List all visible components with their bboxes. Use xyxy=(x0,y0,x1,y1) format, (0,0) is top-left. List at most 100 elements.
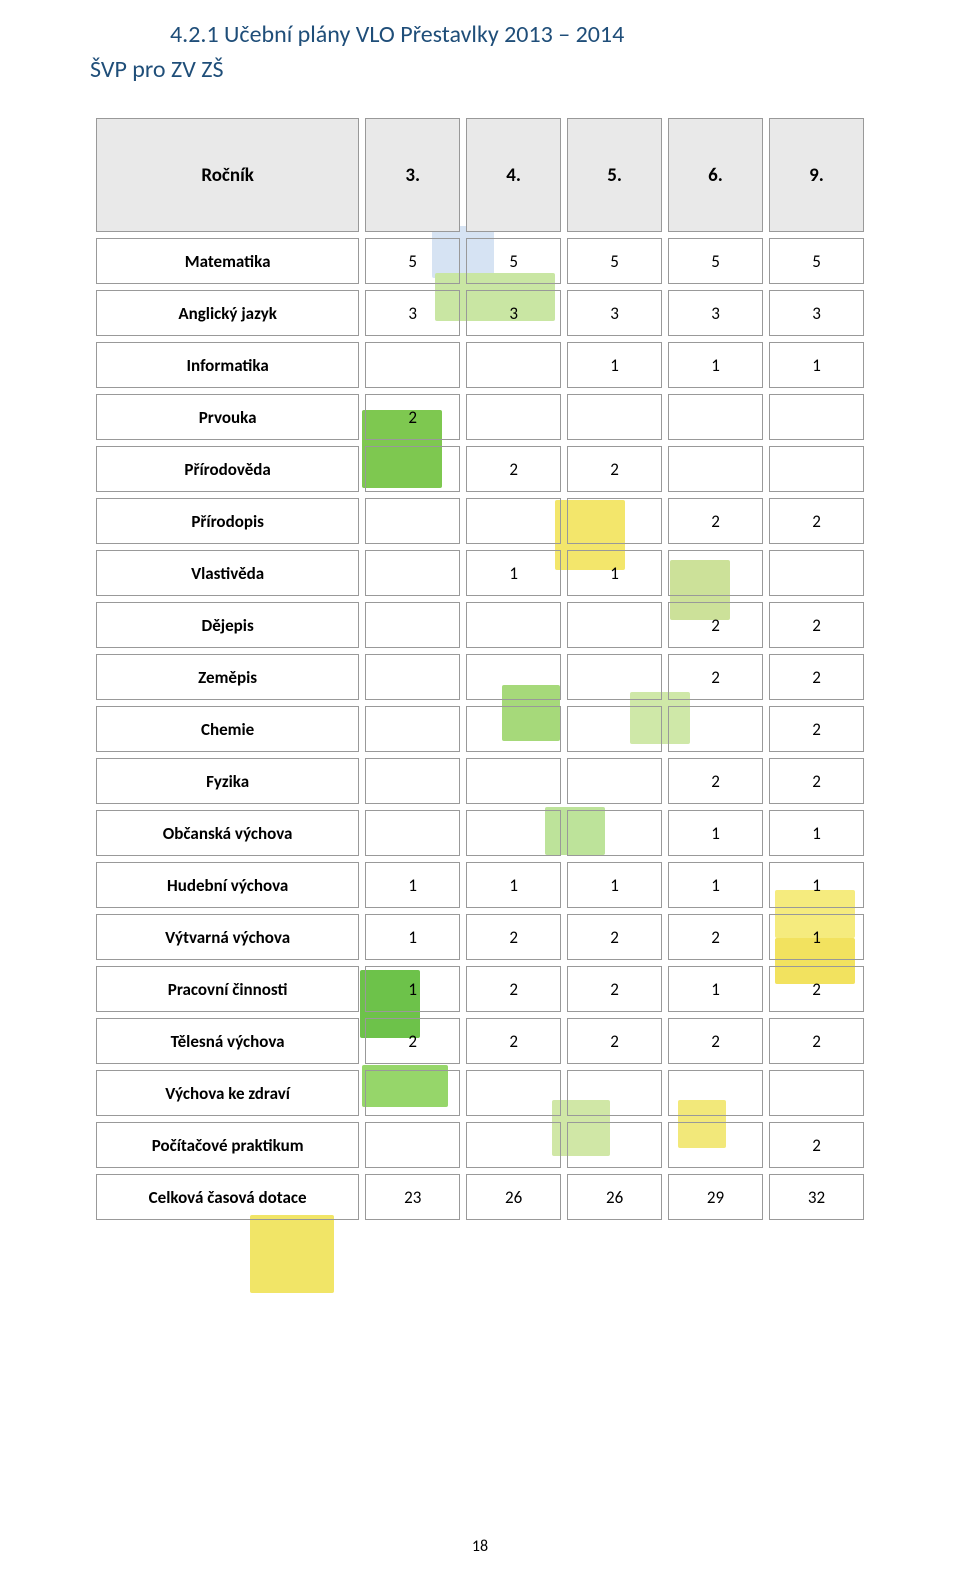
table-row: Chemie 2 xyxy=(96,706,864,752)
cell: 2 xyxy=(365,1018,460,1064)
cell: 2 xyxy=(567,914,662,960)
cell xyxy=(668,1122,763,1168)
cell: 2 xyxy=(769,602,864,648)
cell: 2 xyxy=(769,1018,864,1064)
table-row: Občanská výchova 11 xyxy=(96,810,864,856)
row-label: Vlastivěda xyxy=(96,550,359,596)
cell: 1 xyxy=(668,342,763,388)
cell: 1 xyxy=(769,914,864,960)
row-label: Dějepis xyxy=(96,602,359,648)
cell xyxy=(365,758,460,804)
table-row: Prvouka2 xyxy=(96,394,864,440)
row-label: Chemie xyxy=(96,706,359,752)
table-row: Vlastivěda 11 xyxy=(96,550,864,596)
cell xyxy=(365,654,460,700)
header-col-2: 5. xyxy=(567,118,662,232)
cell: 2 xyxy=(668,1018,763,1064)
cell xyxy=(365,446,460,492)
cell: 26 xyxy=(466,1174,561,1220)
cell: 2 xyxy=(567,446,662,492)
cell: 1 xyxy=(769,810,864,856)
cell xyxy=(466,498,561,544)
cell xyxy=(466,602,561,648)
cell xyxy=(466,810,561,856)
cell xyxy=(466,758,561,804)
cell: 2 xyxy=(567,966,662,1012)
cell: 2 xyxy=(668,654,763,700)
cell: 1 xyxy=(466,550,561,596)
row-label: Počítačové praktikum xyxy=(96,1122,359,1168)
table-row: Dějepis22 xyxy=(96,602,864,648)
table-row: Pracovní činnosti12212 xyxy=(96,966,864,1012)
header-label: Ročník xyxy=(96,118,359,232)
header-col-0: 3. xyxy=(365,118,460,232)
cell: 3 xyxy=(365,290,460,336)
cell xyxy=(769,394,864,440)
cell: 5 xyxy=(365,238,460,284)
table-row: Celková časová dotace2326262932 xyxy=(96,1174,864,1220)
row-label: Přírodopis xyxy=(96,498,359,544)
table-row: Tělesná výchova22222 xyxy=(96,1018,864,1064)
table-header-row: Ročník 3. 4. 5. 6. 9. xyxy=(96,118,864,232)
row-label: Informatika xyxy=(96,342,359,388)
table-row: Počítačové praktikum2 xyxy=(96,1122,864,1168)
cell: 3 xyxy=(567,290,662,336)
cell xyxy=(466,706,561,752)
cell: 3 xyxy=(769,290,864,336)
subtitle: ŠVP pro ZV ZŠ xyxy=(90,55,870,84)
cell: 1 xyxy=(769,862,864,908)
cell: 1 xyxy=(668,810,763,856)
cell: 2 xyxy=(769,706,864,752)
cell: 5 xyxy=(668,238,763,284)
cell: 1 xyxy=(567,550,662,596)
row-label: Pracovní činnosti xyxy=(96,966,359,1012)
cell xyxy=(567,758,662,804)
cell: 2 xyxy=(668,914,763,960)
cell: 23 xyxy=(365,1174,460,1220)
cell xyxy=(466,342,561,388)
cell: 5 xyxy=(466,238,561,284)
cell: 32 xyxy=(769,1174,864,1220)
cell xyxy=(466,394,561,440)
section-heading: 4.2.1 Učební plány VLO Přestavlky 2013 –… xyxy=(170,20,870,49)
cell: 1 xyxy=(668,862,763,908)
cell xyxy=(466,654,561,700)
cell: 2 xyxy=(365,394,460,440)
table-row: Informatika111 xyxy=(96,342,864,388)
cell xyxy=(668,394,763,440)
cell: 2 xyxy=(769,758,864,804)
cell: 1 xyxy=(365,966,460,1012)
cell: 2 xyxy=(466,446,561,492)
row-label: Matematika xyxy=(96,238,359,284)
cell xyxy=(365,498,460,544)
cell xyxy=(567,1070,662,1116)
table-row: Matematika55555 xyxy=(96,238,864,284)
row-label: Výtvarná výchova xyxy=(96,914,359,960)
cell: 1 xyxy=(567,342,662,388)
cell xyxy=(365,550,460,596)
cell xyxy=(567,394,662,440)
table-row: Přírodověda22 xyxy=(96,446,864,492)
cell xyxy=(668,550,763,596)
cell: 1 xyxy=(466,862,561,908)
cell xyxy=(567,498,662,544)
cell: 5 xyxy=(769,238,864,284)
row-label: Občanská výchova xyxy=(96,810,359,856)
cell xyxy=(668,706,763,752)
cell: 1 xyxy=(365,914,460,960)
header-col-3: 6. xyxy=(668,118,763,232)
cell xyxy=(365,810,460,856)
table-row: Zeměpis22 xyxy=(96,654,864,700)
cell: 2 xyxy=(668,758,763,804)
cell: 1 xyxy=(567,862,662,908)
row-label: Výchova ke zdraví xyxy=(96,1070,359,1116)
cell xyxy=(769,1070,864,1116)
cell: 2 xyxy=(769,966,864,1012)
row-label: Zeměpis xyxy=(96,654,359,700)
cell xyxy=(365,1122,460,1168)
cell: 2 xyxy=(567,1018,662,1064)
table-row: Výchova ke zdraví xyxy=(96,1070,864,1116)
cell: 2 xyxy=(668,498,763,544)
cell: 1 xyxy=(769,342,864,388)
cell: 3 xyxy=(466,290,561,336)
